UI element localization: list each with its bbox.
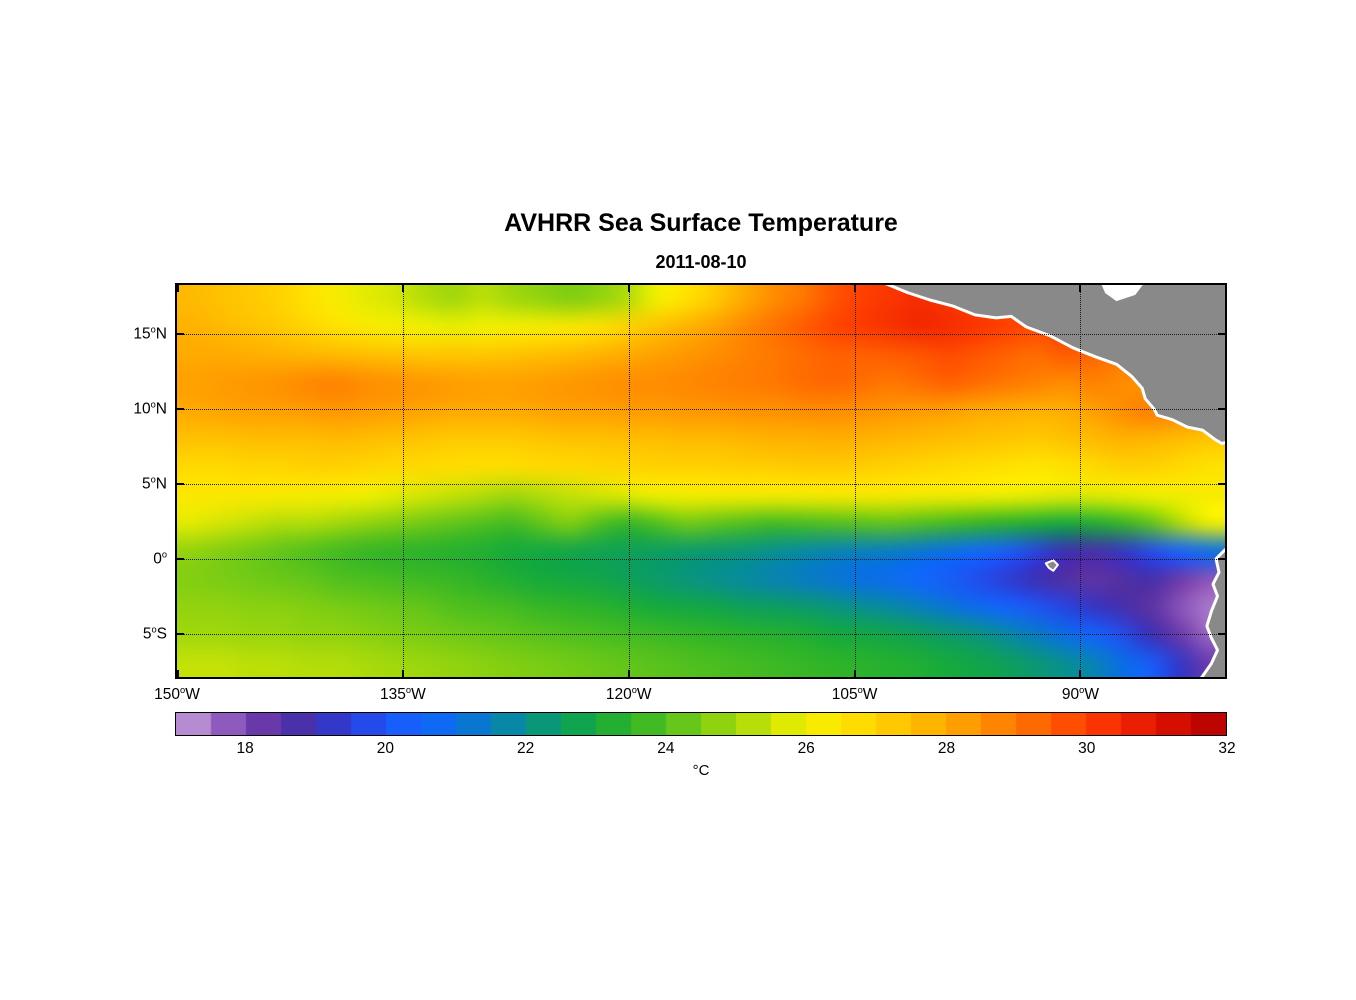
axis-tick-mark <box>1218 557 1225 560</box>
axis-tick-mark <box>627 285 630 292</box>
meridian-gridline <box>854 285 856 677</box>
axis-tick-mark <box>1218 408 1225 411</box>
meridian-gridline <box>402 285 404 677</box>
x-axis-tick-label: 90oW <box>1061 685 1099 704</box>
map-plot-area: 150oW 135oW 120oW 105oW 90oW 15oN 10oN 5oN 0o 5oS <box>133 283 1227 703</box>
x-axis-tick-label: 105oW <box>831 685 878 704</box>
axis-tick-mark <box>177 285 179 292</box>
x-axis-tick-label: 135oW <box>380 685 426 704</box>
axis-tick-mark <box>1218 482 1225 485</box>
landmass-central-america <box>885 285 1225 446</box>
land-overlay <box>885 285 1225 677</box>
degree-superscript: o <box>1079 685 1085 695</box>
degree-superscript: o <box>857 685 863 695</box>
axis-tick-mark <box>177 333 184 336</box>
parallel-gridline <box>177 633 1225 635</box>
meridian-gridline <box>1080 285 1082 677</box>
axis-tick-mark <box>401 670 404 677</box>
colorbar-tick-label: 18 <box>236 740 254 757</box>
axis-tick-mark <box>401 285 404 292</box>
chart-subtitle: 2011-08-10 <box>655 252 747 272</box>
axis-tick-mark <box>1079 670 1082 677</box>
parallel-gridline <box>177 558 1225 560</box>
degree-superscript: o <box>151 624 157 635</box>
parallel-gridline <box>177 334 1225 336</box>
y-axis-tick-label: 0o <box>153 549 167 568</box>
axis-tick-mark <box>1218 632 1225 635</box>
x-axis-tick-label: 120oW <box>605 685 652 704</box>
axis-tick-mark <box>177 632 184 635</box>
colorbar-tick-label: 22 <box>517 740 535 757</box>
colorbar-tick-label: 32 <box>1218 740 1236 757</box>
landmass-south-america <box>1200 548 1225 677</box>
colorbar-tick-label: 26 <box>797 740 815 757</box>
colorbar-tick-label: 24 <box>657 740 675 757</box>
axis-tick-mark <box>1218 333 1225 336</box>
y-axis-tick-label: 5oS <box>142 624 167 643</box>
chart-title: AVHRR Sea Surface Temperature <box>504 209 898 237</box>
degree-superscript: o <box>405 685 412 695</box>
y-axis-tick-label: 10oN <box>133 399 167 418</box>
colorbar-gradient-canvas <box>176 713 1226 735</box>
y-axis-tick-label: 15oN <box>133 324 167 343</box>
colorbar-unit-label: °C <box>692 762 710 779</box>
degree-superscript: o <box>150 399 156 410</box>
axis-tick-mark <box>177 408 184 411</box>
masked-water-caribbean-gap <box>1101 285 1143 302</box>
axis-tick-mark <box>1079 285 1082 292</box>
colorbar-tick-label: 28 <box>937 740 956 757</box>
sst-heatmap-canvas <box>177 285 1225 677</box>
axis-tick-mark <box>177 670 179 677</box>
degree-superscript: o <box>161 549 167 560</box>
degree-superscript: o <box>150 474 156 485</box>
colorbar <box>175 712 1227 736</box>
axis-tick-mark <box>627 670 630 677</box>
degree-superscript: o <box>180 685 186 695</box>
colorbar-tick-label: 30 <box>1078 740 1096 757</box>
parallel-gridline <box>177 483 1225 485</box>
axis-tick-mark <box>853 285 856 292</box>
parallel-gridline <box>177 409 1225 411</box>
colorbar-tick-label: 20 <box>376 740 395 757</box>
degree-superscript: o <box>150 324 156 335</box>
axis-tick-mark <box>177 557 184 560</box>
x-axis-tick-label: 150oW <box>154 685 200 704</box>
landmass-galapagos-islands <box>1044 559 1059 572</box>
y-axis-tick-label: 5oN <box>142 474 167 493</box>
axis-tick-mark <box>853 670 856 677</box>
axis-tick-mark <box>177 482 184 485</box>
degree-superscript: o <box>631 685 637 695</box>
meridian-gridline <box>628 285 630 677</box>
